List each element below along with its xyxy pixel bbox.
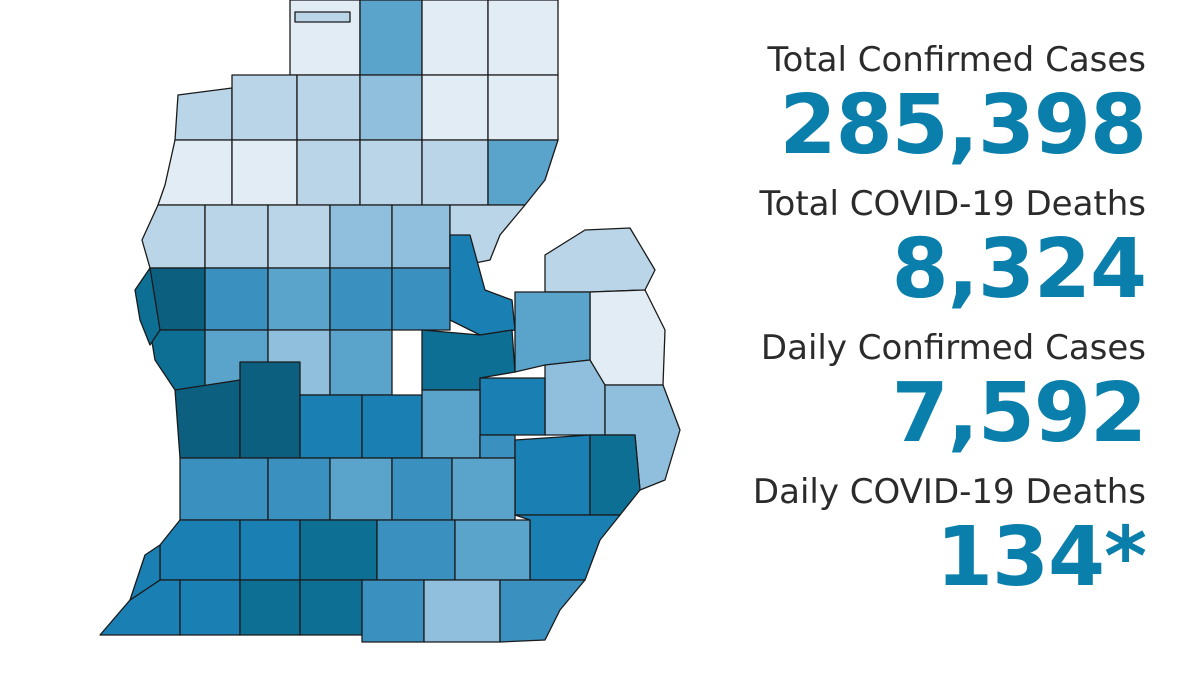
county-49: [267, 457, 331, 521]
county-23: [544, 227, 656, 293]
county-9: [421, 74, 489, 141]
county-choropleth-map: [99, 0, 681, 643]
county-46: [514, 434, 591, 516]
county-48: [179, 457, 269, 521]
stat-total-cases: Total Confirmed Cases 285,398: [676, 40, 1147, 173]
county-5: [174, 87, 233, 141]
county-25: [514, 291, 591, 373]
county-21: [391, 204, 451, 269]
county-20: [329, 204, 393, 269]
county-6: [231, 74, 298, 141]
county-57: [376, 519, 456, 581]
county-13: [296, 139, 361, 206]
county-45: [479, 434, 516, 459]
county-34: [149, 329, 206, 391]
county-26: [544, 359, 606, 436]
county-40: [174, 379, 241, 459]
county-60: [179, 579, 241, 636]
stat-value: 134*: [935, 510, 1147, 605]
county-31: [267, 267, 331, 331]
county-66: [134, 267, 161, 346]
county-7: [296, 74, 361, 141]
county-53: [514, 514, 621, 581]
county-14: [359, 139, 423, 206]
county-50: [329, 457, 393, 521]
county-54: [159, 519, 241, 581]
county-62: [299, 579, 363, 636]
county-19: [267, 204, 331, 269]
stat-total-deaths: Total COVID-19 Deaths 8,324: [676, 184, 1147, 317]
county-61: [239, 579, 301, 636]
county-8: [359, 74, 423, 141]
county-67: [129, 544, 161, 601]
county-63: [361, 579, 425, 643]
stat-label: Daily COVID-19 Deaths: [752, 472, 1146, 512]
stat-label: Daily Confirmed Cases: [760, 328, 1146, 368]
county-1: [359, 0, 423, 76]
county-32: [329, 267, 393, 331]
county-55: [239, 519, 301, 581]
michigan-map-svg: [99, 0, 681, 643]
county-52: [451, 457, 516, 521]
county-56: [299, 519, 378, 581]
county-47: [589, 434, 641, 516]
covid-stats-panel: Total Confirmed Cases 285,398 Total COVI…: [676, 40, 1147, 616]
county-16: [487, 139, 559, 206]
stat-value: 285,398: [779, 78, 1147, 173]
county-28: [449, 234, 516, 336]
county-39: [479, 377, 546, 436]
county-37: [329, 329, 393, 396]
county-41: [239, 361, 301, 459]
county-58: [454, 519, 531, 581]
county-15: [421, 139, 489, 206]
county-4: [294, 11, 351, 23]
county-30: [204, 267, 269, 331]
county-44: [421, 389, 481, 459]
county-65: [499, 579, 586, 643]
stat-value: 8,324: [891, 222, 1147, 317]
county-0: [289, 0, 361, 76]
stat-daily-cases: Daily Confirmed Cases 7,592: [676, 328, 1147, 461]
county-12: [231, 139, 298, 206]
county-42: [299, 394, 363, 459]
county-3: [487, 0, 559, 76]
county-43: [361, 394, 423, 459]
stat-daily-deaths: Daily COVID-19 Deaths 134*: [676, 472, 1147, 605]
county-18: [204, 204, 269, 269]
county-33: [391, 267, 451, 331]
stat-label: Total COVID-19 Deaths: [759, 184, 1146, 224]
stat-label: Total Confirmed Cases: [767, 40, 1146, 80]
county-51: [391, 457, 453, 521]
county-24: [589, 289, 666, 386]
county-11: [157, 139, 233, 206]
county-2: [421, 0, 489, 76]
county-17: [141, 204, 206, 269]
stat-value: 7,592: [891, 366, 1147, 461]
county-64: [423, 579, 501, 643]
county-10: [487, 74, 559, 141]
